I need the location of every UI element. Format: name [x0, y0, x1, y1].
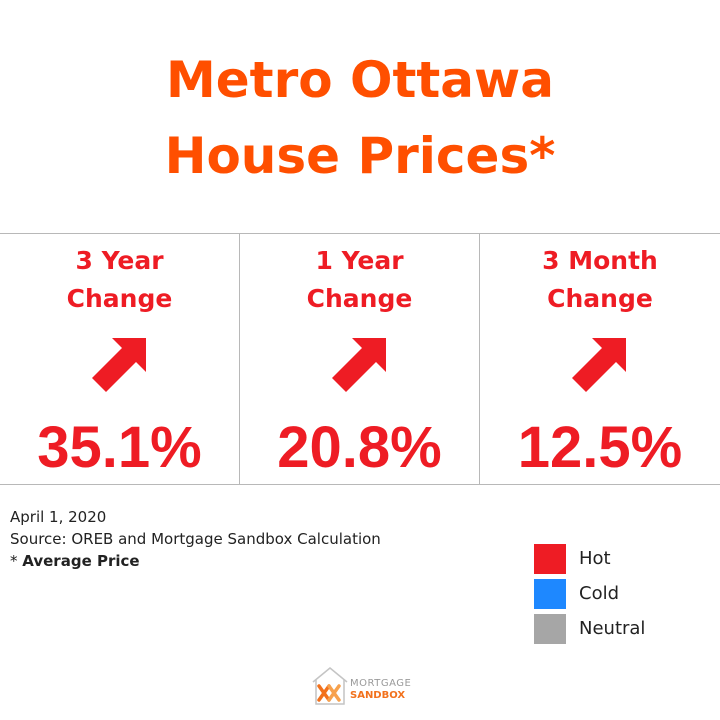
logo-text-line-1: MORTGAGE: [350, 678, 412, 689]
panel-value: 20.8%: [277, 415, 442, 480]
source-note: Source: OREB and Mortgage Sandbox Calcul…: [10, 530, 381, 548]
house-logo-icon: [312, 667, 348, 705]
arrow-up-right-icon: [91, 338, 146, 392]
panel-label-line-1: 3 Month: [542, 246, 658, 275]
page-title-line-2: House Prices*: [164, 127, 556, 185]
legend-label: Neutral: [579, 618, 646, 639]
panel-label-line-2: Change: [66, 284, 173, 313]
arrow-up-right-icon: [572, 338, 626, 392]
legend-swatch-neutral: [534, 614, 566, 644]
asterisk-prefix: *: [10, 552, 23, 570]
panel-1-year-change: 1 Year Change 20.8%: [240, 234, 480, 484]
mortgage-sandbox-logo: MORTGAGE SANDBOX: [310, 664, 422, 708]
panel-label-line-2: Change: [306, 284, 413, 313]
page-title-line-1: Metro Ottawa: [166, 51, 554, 109]
change-panels: 3 Year Change 35.1% 1 Year Change 20.8% …: [0, 233, 720, 485]
logo-text-line-2: SANDBOX: [350, 690, 406, 701]
panel-label-line-1: 1 Year: [315, 246, 404, 275]
panel-3-month-change: 3 Month Change 12.5%: [480, 234, 720, 484]
asterisk-note: * Average Price: [10, 550, 140, 572]
panel-value: 12.5%: [517, 415, 683, 480]
legend-swatch-hot: [534, 544, 566, 574]
date-note: April 1, 2020: [10, 508, 107, 526]
arrow-up-right-icon: [331, 338, 386, 392]
legend-swatch-cold: [534, 579, 566, 609]
legend-label: Cold: [579, 583, 620, 604]
panel-3-year-change: 3 Year Change 35.1%: [0, 234, 240, 484]
panel-label-line-2: Change: [547, 284, 653, 313]
legend-label: Hot: [579, 548, 611, 569]
asterisk-text: Average Price: [22, 552, 140, 570]
panel-label-line-1: 3 Year: [75, 246, 164, 275]
panel-value: 35.1%: [37, 415, 202, 480]
